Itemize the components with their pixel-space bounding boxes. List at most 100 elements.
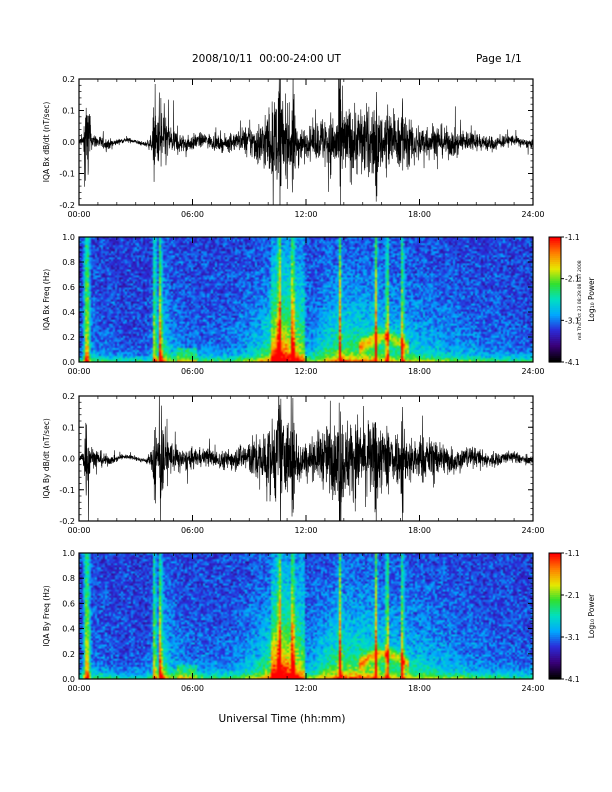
colorbar-swatch: [549, 349, 561, 353]
colorbar-swatch: [549, 259, 561, 263]
x-tick-label: 00:00: [67, 367, 90, 376]
colorbar-tick-label: -3.1: [565, 633, 580, 642]
y-tick-label: 0.2: [62, 650, 75, 659]
y-tick-label: -0.2: [59, 201, 75, 210]
x-tick-label: 06:00: [181, 526, 204, 535]
panel-by_wave: 0.2 0.1 0.0 -0.1 -0.200:00 06:00 12:00 18:00 24:…: [42, 392, 545, 535]
y-axis-label: IQA By Freq (Hz): [42, 585, 51, 647]
x-tick-label: 12:00: [294, 210, 317, 219]
colorbar-swatch: [549, 355, 561, 359]
colorbar-swatch: [549, 314, 561, 317]
colorbar-swatch: [549, 264, 561, 267]
colorbar-swatch: [549, 592, 561, 596]
colorbar-swatch: [549, 237, 561, 240]
colorbar-bx_spec: -1.1 -2.1 -3.1 -4.1 Log₁₀ Power: [548, 233, 596, 367]
y-tick-label: 0.2: [62, 75, 75, 84]
y-tick-label: -0.1: [59, 170, 75, 179]
colorbar-swatch: [549, 655, 561, 659]
colorbar-swatch: [549, 666, 561, 670]
colorbar-tick-label: -3.1: [565, 316, 580, 325]
colorbar-swatch: [549, 278, 561, 282]
y-tick-label: 0.0: [62, 138, 75, 147]
colorbar-swatch: [549, 245, 561, 249]
colorbar-swatch: [549, 309, 561, 313]
x-tick-label: 12:00: [294, 684, 317, 693]
x-tick-label: 24:00: [521, 526, 544, 535]
colorbar-swatch: [549, 567, 561, 571]
colorbar-swatch: [549, 607, 561, 611]
colorbar-swatch: [549, 561, 561, 565]
series-by_wave: [79, 396, 533, 521]
colorbar-swatch: [549, 641, 561, 644]
colorbar-swatch: [549, 628, 561, 632]
colorbar-tick-label: -1.1: [565, 549, 580, 558]
colorbar-swatch: [549, 616, 561, 619]
colorbar-swatch: [549, 334, 561, 338]
y-tick-label: 0.4: [62, 308, 75, 317]
colorbar-swatch: [549, 620, 561, 623]
y-tick-label: 0.6: [62, 283, 75, 292]
colorbar-swatch: [549, 320, 561, 324]
colorbar-swatch: [549, 257, 561, 261]
x-tick-label: 12:00: [294, 367, 317, 376]
colorbar-swatch: [549, 318, 561, 321]
x-tick-label: 18:00: [408, 210, 431, 219]
panel-bx_spec: 1.0 0.8 0.6 0.4 0.2 0.000:00 06:00 12:00 18:00 24…: [42, 233, 545, 376]
colorbar-tick-label: -1.1: [565, 233, 580, 242]
page-number: Page 1/1: [476, 53, 522, 65]
colorbar-swatch: [549, 268, 561, 271]
colorbar-swatch: [549, 576, 561, 579]
colorbar-swatch: [549, 670, 561, 674]
timestamp-note: mit Thu Oct 23 08:29:08 EST 2008: [578, 260, 583, 340]
colorbar-swatch: [549, 574, 561, 577]
colorbar-swatch: [549, 613, 561, 617]
colorbar-swatch: [549, 643, 561, 646]
colorbar-swatch: [549, 563, 561, 567]
colorbar-swatch: [549, 291, 561, 294]
series-bx_wave: [79, 79, 533, 205]
colorbar-label: Log₁₀ Power: [587, 276, 596, 321]
x-tick-label: 06:00: [181, 684, 204, 693]
y-tick-label: 0.0: [62, 675, 75, 684]
colorbar-swatch: [549, 580, 561, 583]
colorbar-swatch: [549, 293, 561, 296]
colorbar-swatch: [549, 590, 561, 594]
colorbar-swatch: [549, 270, 561, 274]
colorbar-swatch: [549, 307, 561, 311]
colorbar-swatch: [549, 609, 561, 613]
y-axis-label: IQA Bx Freq (Hz): [42, 269, 51, 331]
x-tick-label: 00:00: [67, 684, 90, 693]
y-tick-label: 0.1: [62, 107, 75, 116]
colorbar-swatch: [549, 632, 561, 636]
colorbar-tick-label: -4.1: [565, 675, 580, 684]
colorbar-swatch: [549, 305, 561, 309]
colorbar-swatch: [549, 584, 561, 588]
plot-frame: [78, 552, 534, 680]
colorbar-swatch: [549, 571, 561, 575]
y-tick-label: -0.2: [59, 517, 75, 526]
plot-frame: [78, 78, 534, 206]
colorbar-swatch: [549, 347, 561, 351]
colorbar-swatch: [549, 582, 561, 586]
y-tick-label: 0.4: [62, 625, 75, 634]
colorbar-swatch: [549, 645, 561, 649]
colorbar-swatch: [549, 241, 561, 244]
colorbar-swatch: [549, 330, 561, 334]
colorbar-swatch: [549, 622, 561, 625]
y-tick-label: 0.2: [62, 333, 75, 342]
colorbar-label: Log₁₀ Power: [587, 593, 596, 638]
colorbar-swatch: [549, 624, 561, 628]
y-tick-label: 0.0: [62, 358, 75, 367]
colorbar-swatch: [549, 289, 561, 292]
colorbar-swatch: [549, 239, 561, 242]
x-tick-label: 00:00: [67, 210, 90, 219]
colorbar-swatch: [549, 647, 561, 651]
colorbar-swatch: [549, 272, 561, 276]
y-tick-label: -0.1: [59, 486, 75, 495]
colorbar-swatch: [549, 326, 561, 330]
colorbar-swatch: [549, 253, 561, 257]
panel-bx_wave: 0.2 0.1 0.0 -0.1 -0.200:00 06:00 12:00 18:00 24:…: [42, 75, 545, 219]
panel-by_spec: 1.0 0.8 0.6 0.4 0.2 0.000:00 06:00 12:00 18:00 24…: [42, 549, 545, 693]
y-tick-label: 0.8: [62, 574, 75, 583]
colorbar-swatch: [549, 637, 561, 640]
